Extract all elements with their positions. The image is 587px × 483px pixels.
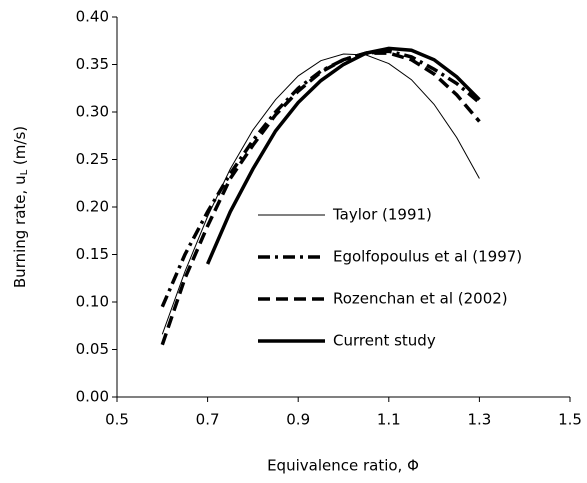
y-axis-label-unit: (m/s) [11,126,29,170]
y-tick-label: 0.40 [76,8,109,26]
x-tick-label: 1.5 [558,411,582,429]
data-line [205,46,481,265]
y-tick-label: 0.10 [76,293,109,311]
y-tick-label: 0.05 [76,340,109,358]
x-tick-label: 0.7 [196,411,220,429]
legend-label: Rozenchan et al (2002) [333,290,508,308]
y-axis-label-main: Burning rate, u [11,175,29,288]
y-tick-label: 0.35 [76,55,109,73]
data-line [160,51,481,346]
x-tick-label: 0.9 [286,411,310,429]
y-tick-label: 0.20 [76,198,109,216]
legend-label: Current study [333,332,436,350]
y-tick-label: 0.25 [76,150,109,168]
y-axis-label-sub: L [19,169,30,175]
data-line [160,49,481,308]
y-tick-label: 0.00 [76,388,109,406]
y-tick-label: 0.15 [76,245,109,263]
y-axis-label: Burning rate, uL (m/s) [11,126,31,288]
x-tick-label: 1.3 [467,411,491,429]
x-tick-label: 0.5 [105,411,129,429]
y-tick-label: 0.30 [76,103,109,121]
x-tick-label: 1.1 [377,411,401,429]
x-axis-label: Equivalence ratio, Φ [267,457,419,475]
legend-label: Taylor (1991) [332,206,432,224]
legend-label: Egolfopoulus et al (1997) [333,248,522,266]
